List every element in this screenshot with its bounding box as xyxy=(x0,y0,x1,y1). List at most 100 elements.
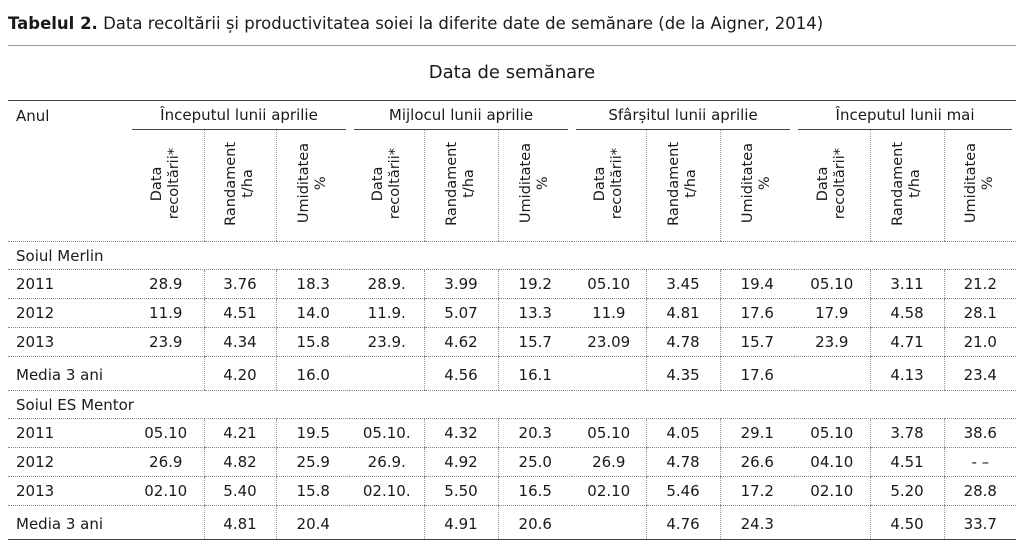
subcolumn-header: Data recoltării* xyxy=(572,130,647,242)
section-row: Soiul ES Mentor xyxy=(8,390,1017,419)
header-line: Umiditatea xyxy=(740,143,757,224)
subcolumn-header: Umiditatea% xyxy=(497,130,573,242)
header-line: % xyxy=(757,176,774,191)
table-cell: 3.78 xyxy=(869,418,945,448)
table-cell: 02.10 xyxy=(794,476,871,506)
table-cell: 15.8 xyxy=(275,476,350,506)
subcolumn-header: Umiditatea% xyxy=(275,130,350,242)
group-header: Începutul lunii aprilie xyxy=(128,100,350,130)
empty-header-cell xyxy=(8,130,128,242)
table-cell xyxy=(128,505,204,540)
row-label: Media 3 ani xyxy=(8,356,128,391)
row-label: 2013 xyxy=(8,476,128,506)
caption-rule xyxy=(8,45,1016,46)
table-cell: 4.82 xyxy=(203,447,276,477)
table-cell: 29.1 xyxy=(719,418,795,448)
table-cell: 25.0 xyxy=(497,447,573,477)
table-cell xyxy=(350,356,424,391)
table-cell: 26.9 xyxy=(572,447,647,477)
header-line: t/ha xyxy=(907,169,924,198)
rotated-header-label: Umiditatea% xyxy=(740,143,774,223)
header-line: t/ha xyxy=(240,169,256,198)
subcolumn-header: Randament t/ha xyxy=(203,130,276,242)
rotated-header-label: Randament t/ha xyxy=(666,142,700,226)
header-line: Data xyxy=(369,166,386,201)
table-cell: 16.1 xyxy=(497,356,573,391)
table-cell: 05.10 xyxy=(572,269,647,299)
table-cell: 15.7 xyxy=(497,327,573,357)
sowing-date-header: Data de semănare xyxy=(428,62,596,83)
group-header: Sfârșitul lunii aprilie xyxy=(572,100,795,130)
header-line: t/ha xyxy=(683,169,700,198)
header-line: Umiditatea xyxy=(963,143,980,224)
table-cell: 17.6 xyxy=(719,356,795,391)
row-label: 2011 xyxy=(8,269,128,299)
header-line: Randament xyxy=(444,141,460,226)
table-cell: 05.10 xyxy=(794,269,871,299)
table-cell: 4.78 xyxy=(645,327,721,357)
table-cell: 26.9 xyxy=(128,447,204,477)
table-cell: 4.34 xyxy=(203,327,276,357)
table-cell: 4.78 xyxy=(645,447,721,477)
row-label: 2012 xyxy=(8,298,128,328)
table-row: Media 3 ani 4.20 16.0 4.56 16.1 4.35 17.6 4.13 2… xyxy=(8,356,1017,391)
table-cell: 14.0 xyxy=(275,298,350,328)
table-cell: 15.8 xyxy=(275,327,350,357)
caption-label: Tabelul 2. xyxy=(8,14,98,33)
header-line: Data xyxy=(591,166,608,201)
table-cell: 26.9. xyxy=(350,447,424,477)
table-cell: 19.4 xyxy=(719,269,795,299)
table-cell: 5.50 xyxy=(423,476,498,506)
table-cell: 4.21 xyxy=(203,418,276,448)
table-cell xyxy=(794,356,871,391)
table-cell: 19.2 xyxy=(497,269,573,299)
table-cell: 05.10 xyxy=(794,418,871,448)
section-title: Soiul ES Mentor xyxy=(8,390,1017,419)
table-cell: 18.3 xyxy=(275,269,350,299)
table-cell: 25.9 xyxy=(275,447,350,477)
table-cell: 4.35 xyxy=(645,356,721,391)
row-label: 2012 xyxy=(8,447,128,477)
table-row: 2011 28.9 3.76 18.3 28.9. 3.99 19.2 05.10 3.45 19… xyxy=(8,269,1017,299)
header-line: % xyxy=(313,176,330,191)
table-cell: 11.9. xyxy=(350,298,424,328)
table-cell: 20.4 xyxy=(275,505,350,540)
table-cell: 5.46 xyxy=(645,476,721,506)
row-label: 2011 xyxy=(8,418,128,448)
subcolumn-header: Randament t/ha xyxy=(869,130,945,242)
data-table: Anul Începutul lunii aprilie Mijlocul lu… xyxy=(8,100,1017,540)
table-cell xyxy=(350,505,424,540)
section-title: Soiul Merlin xyxy=(8,241,1017,270)
table-cell: 4.62 xyxy=(423,327,498,357)
table-cell: 05.10 xyxy=(572,418,647,448)
table-cell: 3.99 xyxy=(423,269,498,299)
header-line: Randament xyxy=(223,141,239,226)
row-label: 2013 xyxy=(8,327,128,357)
rotated-header-label: Data recoltării* xyxy=(815,148,849,219)
rotated-header-label: Data recoltării* xyxy=(149,148,183,219)
table-row: Media 3 ani 4.81 20.4 4.91 20.6 4.76 24.3 4.50 3… xyxy=(8,505,1017,540)
subcolumn-header: Randament t/ha xyxy=(423,130,498,242)
row-label: Media 3 ani xyxy=(8,505,128,540)
year-column-header: Anul xyxy=(8,100,128,130)
table-row: 2012 26.9 4.82 25.9 26.9. 4.92 25.0 26.9 4.78 26.… xyxy=(8,447,1017,477)
table-cell xyxy=(572,505,647,540)
rotated-header-label: Randament t/ha xyxy=(223,142,257,226)
subcolumn-header: Randament t/ha xyxy=(645,130,721,242)
table-cell: 4.58 xyxy=(869,298,945,328)
table-cell: 11.9 xyxy=(128,298,204,328)
table-cell: 16.0 xyxy=(275,356,350,391)
table-cell: 04.10 xyxy=(794,447,871,477)
table-cell: 5.20 xyxy=(869,476,945,506)
header-line: recoltării* xyxy=(608,147,625,220)
table-cell: 19.5 xyxy=(275,418,350,448)
table-cell: 23.9 xyxy=(794,327,871,357)
header-line: Umiditatea xyxy=(518,143,535,224)
rotated-header-label: Umiditatea% xyxy=(963,143,997,223)
table-cell: 05.10 xyxy=(128,418,204,448)
header-line: recoltării* xyxy=(831,147,848,220)
table-cell: 4.20 xyxy=(203,356,276,391)
table-cell: 17.6 xyxy=(719,298,795,328)
table-row: 2012 11.9 4.51 14.0 11.9. 5.07 13.3 11.9 4.81 17.… xyxy=(8,298,1017,328)
rotated-header-label: Umiditatea% xyxy=(518,143,552,223)
